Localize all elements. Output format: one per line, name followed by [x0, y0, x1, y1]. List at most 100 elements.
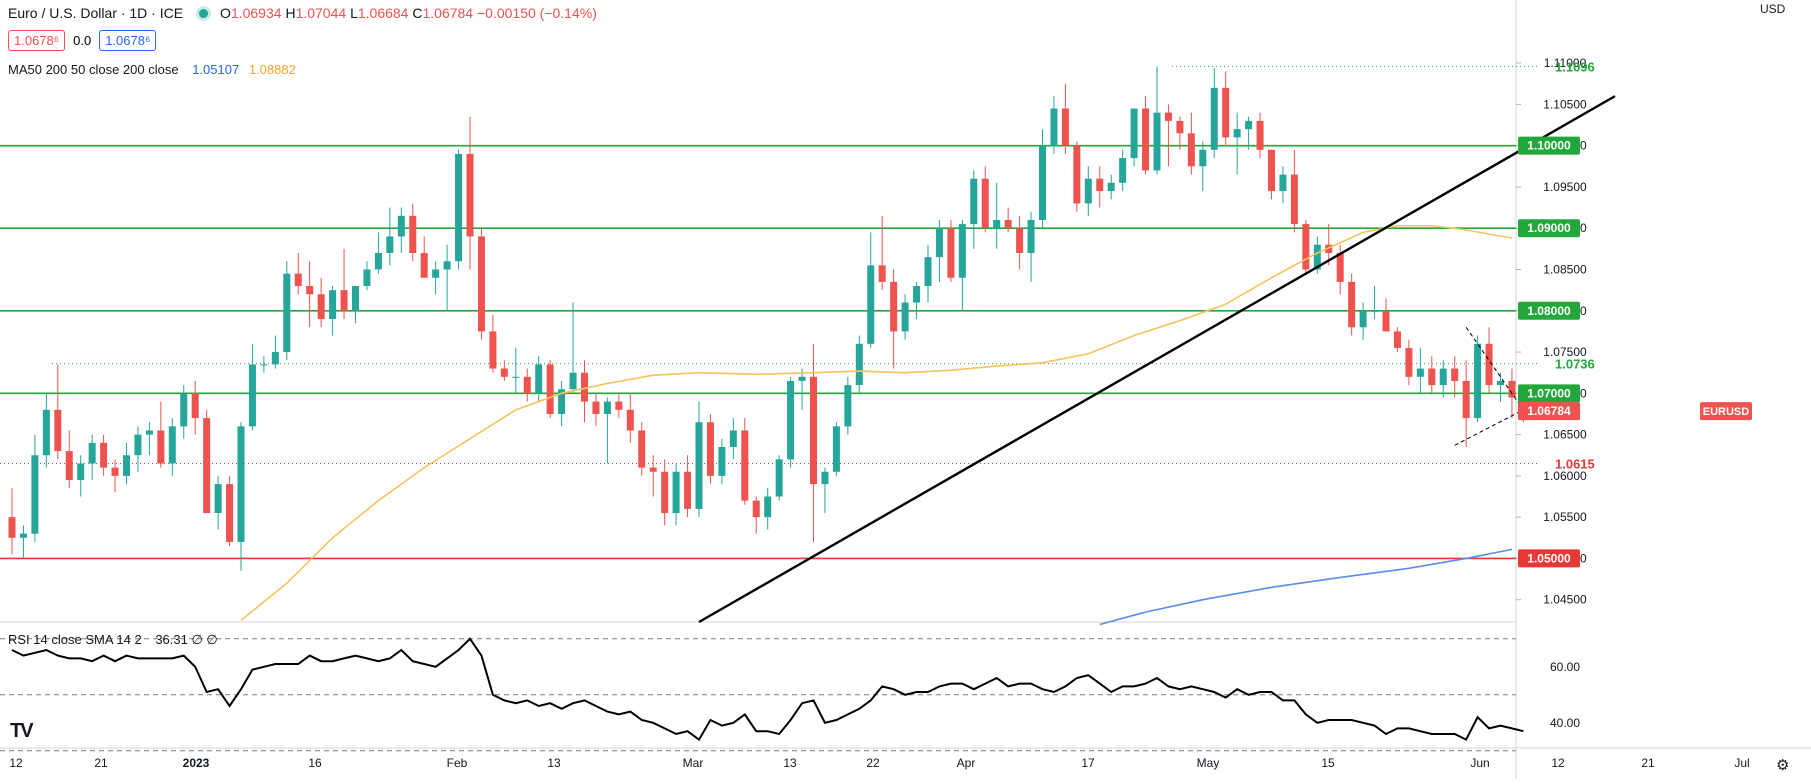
candle-body: [775, 459, 783, 497]
ma50-value: 1.05107: [192, 62, 240, 77]
candle-body: [1416, 368, 1424, 377]
ma-label: MA50 200 50 close 200 close: [8, 62, 179, 77]
symbol-title[interactable]: Euro / U.S. Dollar · 1D · ICE: [8, 5, 184, 21]
candle-body: [1027, 219, 1035, 253]
candle-body: [1096, 178, 1104, 192]
gear-icon[interactable]: ⚙: [1776, 757, 1790, 774]
level-price-badge: [1518, 549, 1580, 568]
candle-body: [466, 153, 474, 237]
candle-body: [1210, 87, 1218, 150]
rsi-tick-label: 40.00: [1550, 716, 1580, 730]
candle-body: [145, 430, 153, 435]
currency-selector[interactable]: USD: [1760, 2, 1786, 16]
candle-body: [1474, 343, 1482, 419]
candle-body: [1359, 310, 1367, 328]
candle-body: [1428, 368, 1436, 386]
candle-body: [237, 426, 245, 542]
candle-body: [638, 430, 646, 468]
x-tick-label: 13: [783, 756, 797, 770]
candle-body: [500, 368, 508, 377]
tradingview-logo-icon[interactable]: TV: [10, 720, 34, 742]
candle-body: [581, 372, 588, 402]
x-tick-label: 22: [866, 756, 880, 770]
symbol-badge: [1700, 402, 1752, 421]
candle-body: [1142, 108, 1150, 171]
candle-body: [558, 389, 566, 414]
candle-body: [1382, 310, 1390, 332]
candle-body: [1290, 174, 1298, 225]
annotation-label: 1.0615: [1555, 456, 1595, 471]
candle-body: [1256, 120, 1264, 150]
candle-body: [832, 426, 840, 472]
candle-body: [432, 269, 440, 278]
x-tick-label: May: [1197, 756, 1220, 770]
candle-body: [65, 451, 73, 481]
sell-button[interactable]: 1.0678⁶: [8, 30, 66, 51]
candle-body: [1393, 331, 1401, 348]
level-price-label: 1.10000: [1527, 139, 1571, 153]
candle-body: [684, 471, 692, 509]
symbol-label: EURUSD: [1703, 406, 1750, 418]
candle-body: [1164, 112, 1172, 121]
candle-body: [569, 372, 577, 390]
level-price-badge: [1518, 301, 1580, 320]
level-price-badge: [1518, 219, 1580, 238]
trade-buttons: 1.0678⁶ 0.0 1.0678⁶: [8, 30, 157, 51]
candle-body: [134, 434, 142, 456]
rsi-label: RSI 14 close SMA 14 2: [8, 632, 142, 647]
candle-body: [42, 409, 50, 456]
candle-body: [787, 380, 795, 460]
candle-body: [752, 500, 760, 518]
candle-body: [592, 401, 600, 414]
ma-legend[interactable]: MA50 200 50 close 200 close 1.05107 1.08…: [8, 62, 296, 77]
candle-body: [535, 364, 543, 394]
level-price-label: 1.05000: [1527, 551, 1571, 565]
candle-body: [294, 273, 302, 287]
y-tick-label: 1.05500: [1543, 510, 1587, 524]
y-tick-label: 1.07500: [1543, 345, 1587, 359]
candle-body: [317, 294, 325, 320]
annotation-label: 1.1096: [1555, 59, 1595, 74]
x-tick-label: 12: [1551, 756, 1565, 770]
x-tick-label: Mar: [683, 756, 704, 770]
lines-layer: [240, 95, 1616, 626]
annotation-label: 1.0736: [1555, 357, 1595, 372]
x-tick-label: 13: [547, 756, 561, 770]
candle-body: [935, 228, 943, 258]
candle-body: [1451, 368, 1459, 381]
x-tick-label: Feb: [447, 756, 468, 770]
candle-body: [821, 471, 829, 485]
candle-body: [226, 484, 234, 542]
rsi-legend[interactable]: RSI 14 close SMA 14 2 36.31 ∅ ∅: [8, 632, 218, 648]
candle-body: [1084, 178, 1092, 204]
triangle-edge: [1454, 409, 1524, 446]
candle-body: [855, 343, 863, 386]
symbol-legend: Euro / U.S. Dollar · 1D · ICE O1.06934 H…: [8, 5, 597, 21]
candle-body: [1039, 145, 1046, 220]
candle-body: [603, 401, 611, 414]
candle-body: [546, 364, 554, 414]
rsi-layer: [0, 637, 1524, 752]
candle-body: [1268, 149, 1275, 192]
candle-body: [1245, 120, 1253, 130]
candle-body: [615, 401, 623, 410]
x-tick-label: Jul: [1734, 756, 1749, 770]
candle-body: [993, 219, 1001, 229]
change-value: −0.00150 (−0.14%): [476, 5, 597, 21]
candle-body: [1497, 380, 1504, 386]
candle-body: [1004, 219, 1012, 229]
level-price-badge: [1518, 136, 1580, 155]
candle-body: [214, 484, 222, 514]
candle-body: [111, 467, 119, 476]
x-tick-label: Apr: [957, 756, 976, 770]
candle-body: [706, 422, 714, 476]
candle-body: [340, 290, 348, 311]
candle-body: [1176, 120, 1184, 134]
candle-body: [77, 463, 85, 481]
buy-button[interactable]: 1.0678⁶: [99, 30, 157, 51]
candle-body: [1302, 224, 1310, 270]
labels-layer: 1.11000 1.10500 1.10000 1.09500 1.09000 1.085…: [9, 56, 1752, 770]
